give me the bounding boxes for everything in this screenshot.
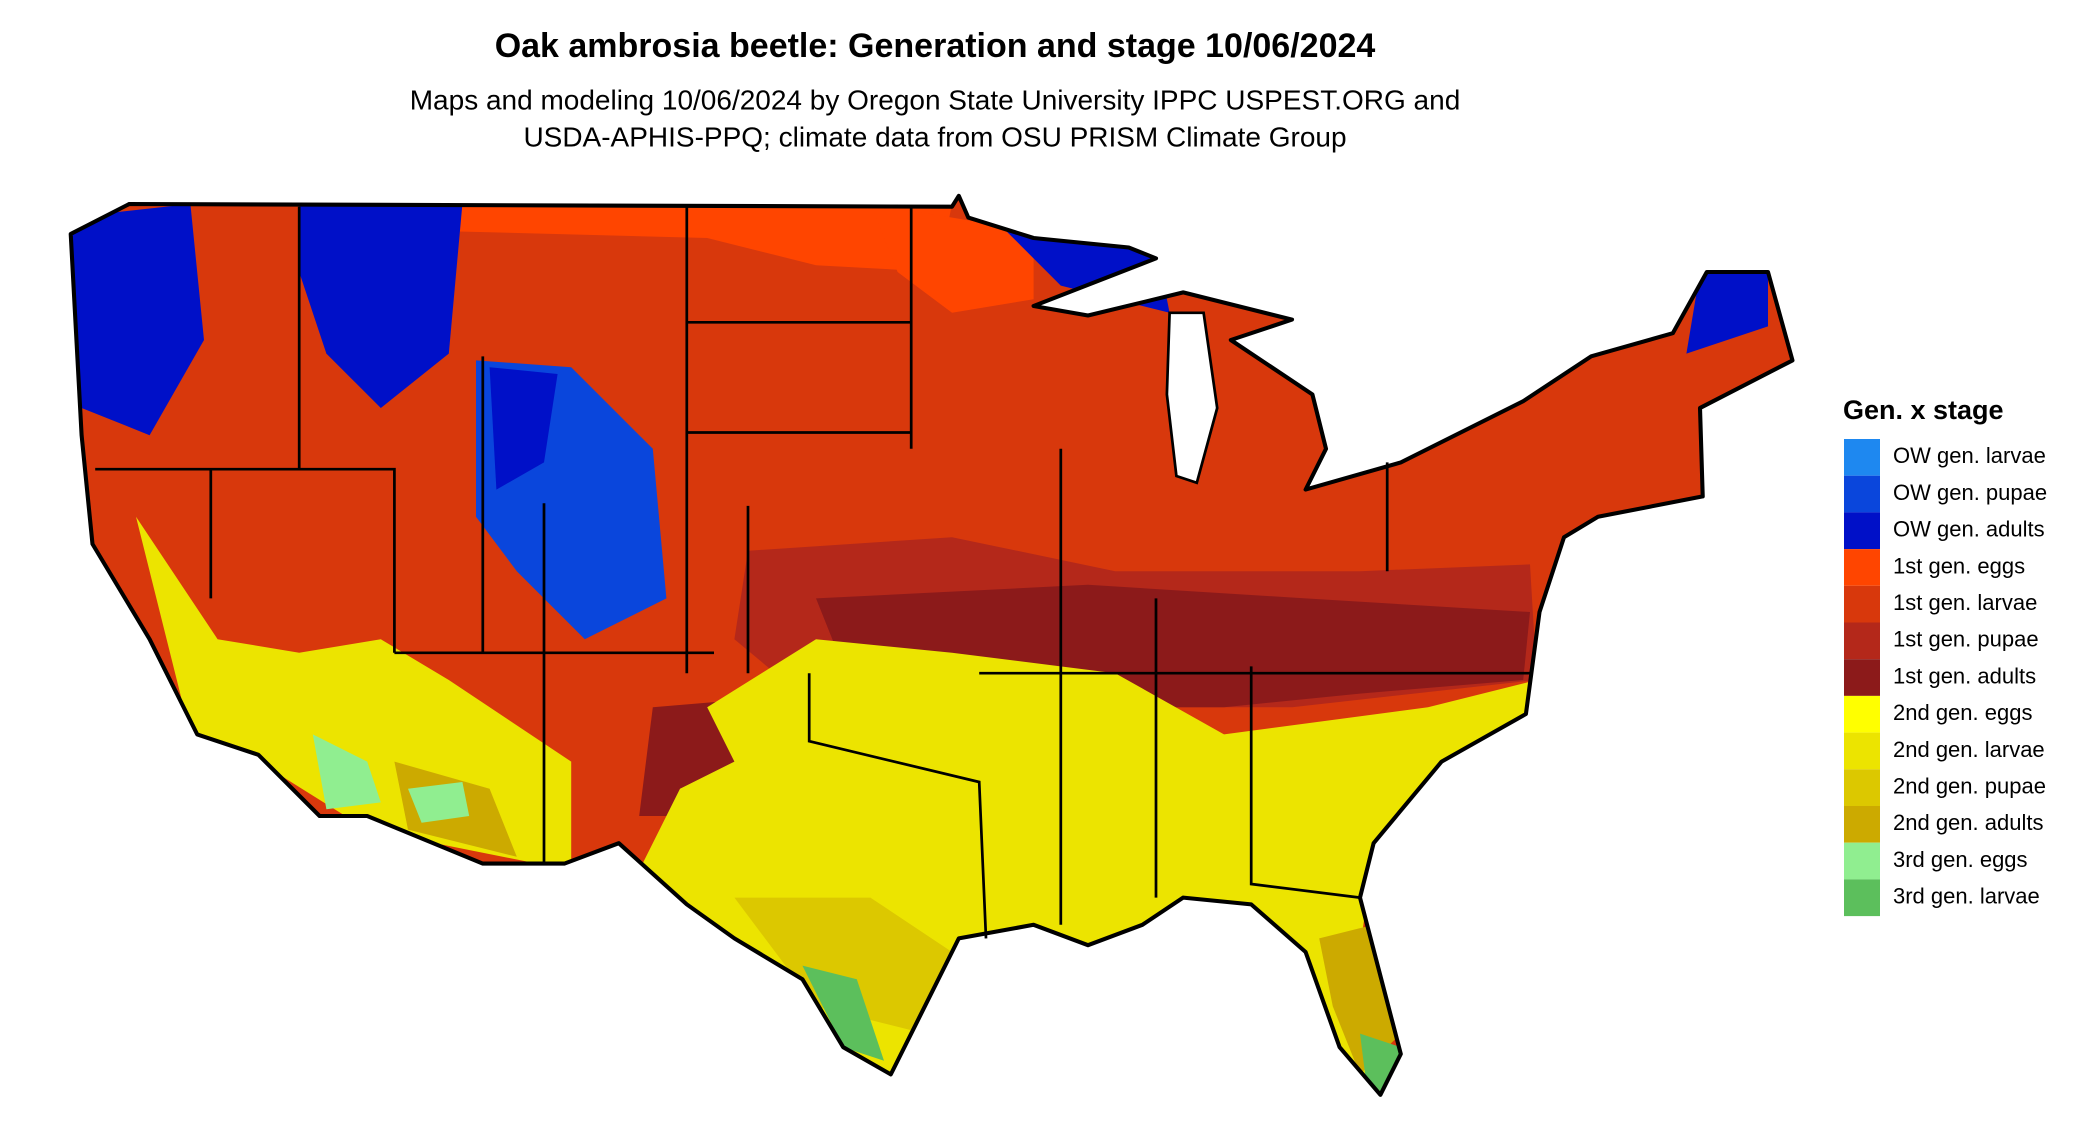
legend-swatch (1844, 622, 1880, 660)
legend-swatch (1844, 695, 1880, 733)
map-region (408, 782, 470, 823)
map-region (734, 897, 952, 1034)
map-subtitle: Maps and modeling 10/06/2024 by Oregon S… (410, 84, 1461, 115)
legend-label: 2nd gen. pupae (1893, 773, 2046, 798)
legend-swatch (1844, 585, 1880, 623)
legend-label: 1st gen. eggs (1893, 553, 2025, 578)
map-region (489, 367, 558, 490)
legend-swatch (1844, 879, 1880, 917)
legend-label: 3rd gen. larvae (1893, 884, 2040, 909)
legend-label: 2nd gen. adults (1893, 810, 2043, 835)
legend-swatch (1844, 732, 1880, 770)
legend-label: 2nd gen. larvae (1893, 737, 2045, 762)
legend-label: 1st gen. pupae (1893, 627, 2039, 652)
lake-michigan (1165, 311, 1219, 485)
map-title: Oak ambrosia beetle: Generation and stag… (495, 27, 1376, 65)
legend-swatch (1844, 806, 1880, 843)
map-region (802, 965, 884, 1061)
legend-label: 1st gen. larvae (1893, 590, 2037, 615)
legend-swatch (1844, 549, 1880, 586)
legend-swatch (1844, 512, 1880, 550)
legend-label: 1st gen. adults (1893, 663, 2036, 688)
legend-label: 3rd gen. eggs (1893, 847, 2028, 872)
legend-label: OW gen. pupae (1893, 480, 2047, 505)
legend-title: Gen. x stage (1843, 395, 2004, 425)
legend-label: 2nd gen. eggs (1893, 700, 2032, 725)
state-lines (95, 206, 1531, 939)
map-region (448, 204, 952, 272)
legend-swatch (1844, 659, 1880, 696)
legend-label: OW gen. larvae (1893, 443, 2046, 468)
legend-swatch (1844, 769, 1880, 806)
legend-swatch (1844, 475, 1880, 513)
map-region (312, 734, 381, 810)
us-map (68, 193, 1795, 1097)
map-subtitle: USDA-APHIS-PPQ; climate data from OSU PR… (523, 121, 1346, 152)
map-region (1686, 272, 1768, 354)
map-region (70, 204, 205, 436)
legend-swatch (1844, 842, 1880, 880)
map-region (299, 204, 463, 408)
legend-swatch (1844, 439, 1880, 476)
legend: OW gen. larvae OW gen. pupae OW gen. adult… (1844, 439, 2047, 917)
us-outline (68, 193, 1795, 1097)
legend-label: OW gen. adults (1893, 517, 2045, 542)
